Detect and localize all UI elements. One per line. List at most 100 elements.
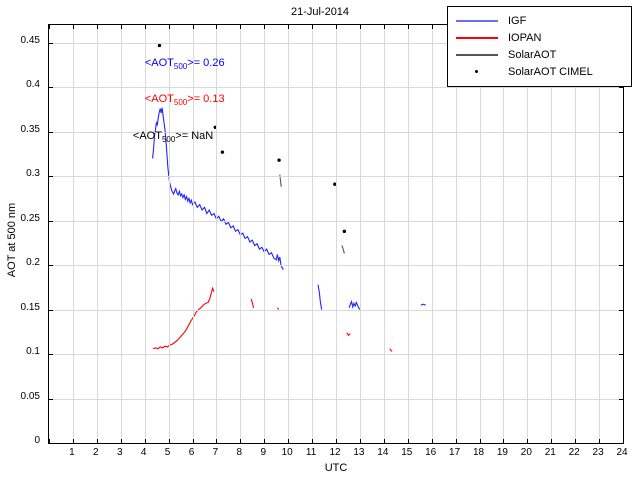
x-tick <box>72 439 74 444</box>
y-tick-label: 0.3 <box>26 168 40 180</box>
series-iopan <box>152 286 393 352</box>
plot-area <box>48 24 624 444</box>
x-tick-label: 10 <box>281 447 293 458</box>
y-tick-right <box>619 443 624 444</box>
x-tick-top <box>96 24 98 29</box>
x-tick-label: 14 <box>377 447 389 458</box>
x-tick <box>168 439 170 444</box>
x-tick-label: 15 <box>401 447 413 458</box>
legend-item-iopan: IOPAN <box>454 29 625 46</box>
gridline-vertical <box>120 25 122 443</box>
gridline-vertical <box>359 25 361 443</box>
y-tick <box>48 398 53 400</box>
gridline-vertical <box>72 25 74 443</box>
x-tick-label: 21 <box>544 447 556 458</box>
x-tick-top <box>72 24 74 29</box>
y-tick <box>48 265 53 267</box>
y-tick-right <box>619 398 624 400</box>
x-tick-label: 19 <box>496 447 508 458</box>
x-tick <box>359 439 361 444</box>
x-tick-label: 1 <box>69 447 75 458</box>
annotation-3: <AOT500>= NaN <box>132 129 214 145</box>
x-tick-label: 13 <box>353 447 365 458</box>
x-tick-label: 12 <box>329 447 341 458</box>
chart-title: 21-Jul-2014 <box>290 6 350 18</box>
y-tick-right <box>619 220 624 222</box>
gridline-vertical <box>96 25 98 443</box>
y-tick <box>48 220 53 222</box>
gridline-vertical <box>407 25 409 443</box>
gridline-vertical <box>240 25 242 443</box>
x-tick-label: 9 <box>260 447 267 458</box>
x-tick <box>455 439 457 444</box>
y-tick-label: 0.1 <box>26 346 40 358</box>
x-tick-top <box>359 24 361 29</box>
x-tick-label: 2 <box>93 447 99 458</box>
legend-label-solaraot: SolarAOT <box>508 48 557 61</box>
gridline-vertical <box>551 25 553 443</box>
x-tick-label: 5 <box>164 447 171 458</box>
x-tick-label: 4 <box>140 447 147 458</box>
x-tick-top <box>49 24 50 29</box>
legend: IGF IOPAN SolarAOT SolarAOT CIMEL <box>447 6 632 87</box>
x-tick <box>192 439 194 444</box>
x-tick <box>407 439 409 444</box>
x-tick <box>336 439 337 444</box>
x-tick-label: 24 <box>616 447 628 458</box>
y-tick <box>48 42 53 44</box>
x-tick <box>288 439 290 444</box>
gridline-vertical <box>383 25 385 443</box>
gridline-vertical <box>192 25 194 443</box>
x-tick <box>312 439 314 444</box>
x-tick <box>431 439 433 444</box>
annotation-2: <AOT500>= 0.13 <box>144 93 225 108</box>
legend-swatch-iopan <box>454 32 500 44</box>
gridline-vertical <box>288 25 290 443</box>
x-tick-top <box>383 24 385 29</box>
x-tick-label: 23 <box>592 447 604 458</box>
x-tick-top <box>336 24 337 29</box>
y-tick-right <box>619 87 624 89</box>
annotation-1: <AOT500>= 0.26 <box>144 56 225 72</box>
y-tick <box>48 87 53 89</box>
x-tick <box>599 439 601 444</box>
x-tick <box>144 439 146 444</box>
x-tick <box>96 439 98 444</box>
x-tick <box>120 439 122 444</box>
gridline-vertical <box>336 25 337 443</box>
y-tick <box>48 443 53 444</box>
y-tick <box>48 176 53 178</box>
x-tick <box>49 439 50 444</box>
x-tick <box>527 439 529 444</box>
x-tick-top <box>144 24 146 29</box>
series-solaraot-cimel <box>157 43 347 234</box>
x-tick-label: 17 <box>449 447 461 458</box>
gridline-vertical <box>527 25 529 443</box>
gridline-vertical <box>216 25 218 443</box>
gridline-vertical <box>431 25 433 443</box>
gridline-vertical <box>479 25 481 443</box>
x-tick-top <box>168 24 170 29</box>
legend-item-solaraot-cimel: SolarAOT CIMEL <box>454 63 625 80</box>
x-axis-title: UTC <box>324 462 348 474</box>
x-tick-top <box>120 24 122 29</box>
x-tick-top <box>312 24 314 29</box>
y-tick-label: 0 <box>34 435 40 446</box>
x-tick-label: 3 <box>116 447 123 458</box>
y-tick-right <box>619 354 624 356</box>
x-tick <box>551 439 553 444</box>
gridline-vertical <box>599 25 601 443</box>
y-tick-label: 0.15 <box>20 301 40 313</box>
y-tick-label: 0.25 <box>20 212 40 224</box>
x-tick <box>503 439 505 444</box>
x-tick-label: 16 <box>425 447 437 458</box>
x-tick-top <box>288 24 290 29</box>
legend-label-solaraot-cimel: SolarAOT CIMEL <box>508 65 593 78</box>
gridline-vertical <box>575 25 577 443</box>
y-tick-right <box>619 131 624 133</box>
x-tick <box>623 439 624 444</box>
legend-item-solaraot: SolarAOT <box>454 46 625 63</box>
gridline-vertical <box>168 25 170 443</box>
x-tick-label: 22 <box>568 447 580 458</box>
